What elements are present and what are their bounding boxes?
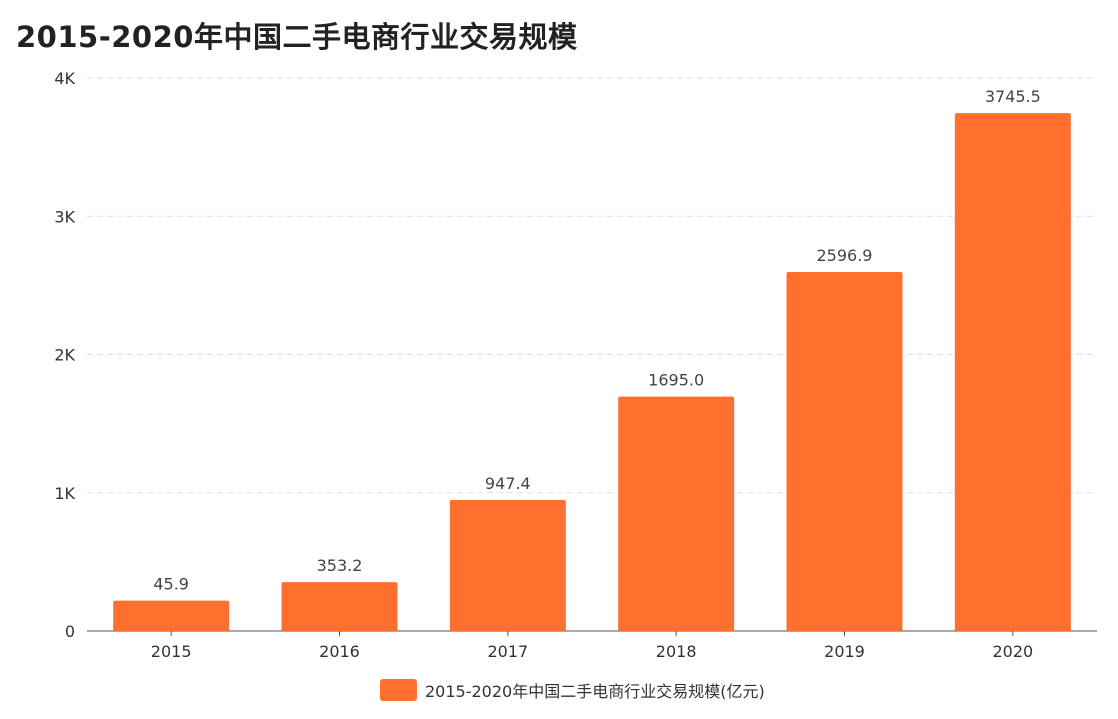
- x-tick-label: 2016: [319, 642, 360, 661]
- bar-2016[interactable]: [281, 582, 398, 631]
- data-label: 2596.9: [817, 246, 873, 265]
- data-label: 3745.5: [985, 87, 1041, 106]
- chart-title: 2015-2020年中国二手电商行业交易规模: [16, 20, 578, 54]
- y-tick-label: 1K: [54, 484, 75, 503]
- y-tick-label: 0: [65, 622, 75, 641]
- bar-2015[interactable]: [113, 600, 230, 631]
- data-label: 947.4: [485, 474, 531, 493]
- y-tick-label: 2K: [54, 346, 75, 365]
- y-tick-label: 4K: [54, 69, 75, 88]
- data-label: 1695.0: [648, 371, 704, 390]
- data-label: 45.9: [153, 575, 189, 594]
- y-tick-label: 3K: [54, 207, 75, 226]
- legend-swatch: [380, 679, 417, 701]
- x-tick-label: 2020: [992, 642, 1033, 661]
- bar-chart: 0 1K 2K 3K 4K 45.9 2015 353.2 2016 947.4 2017 1695.…: [54, 69, 1097, 661]
- x-tick-label: 2019: [824, 642, 865, 661]
- legend-item[interactable]: 2015-2020年中国二手电商行业交易规模(亿元): [380, 678, 765, 702]
- x-tick-label: 2017: [487, 642, 528, 661]
- data-label: 353.2: [317, 556, 363, 575]
- bar-2020[interactable]: [954, 113, 1071, 631]
- bar-2018[interactable]: [618, 396, 735, 631]
- x-tick-label: 2015: [151, 642, 192, 661]
- legend-label: 2015-2020年中国二手电商行业交易规模(亿元): [425, 682, 765, 701]
- x-tick-label: 2018: [656, 642, 697, 661]
- bar-2017[interactable]: [449, 500, 566, 631]
- bar-2019[interactable]: [786, 271, 903, 631]
